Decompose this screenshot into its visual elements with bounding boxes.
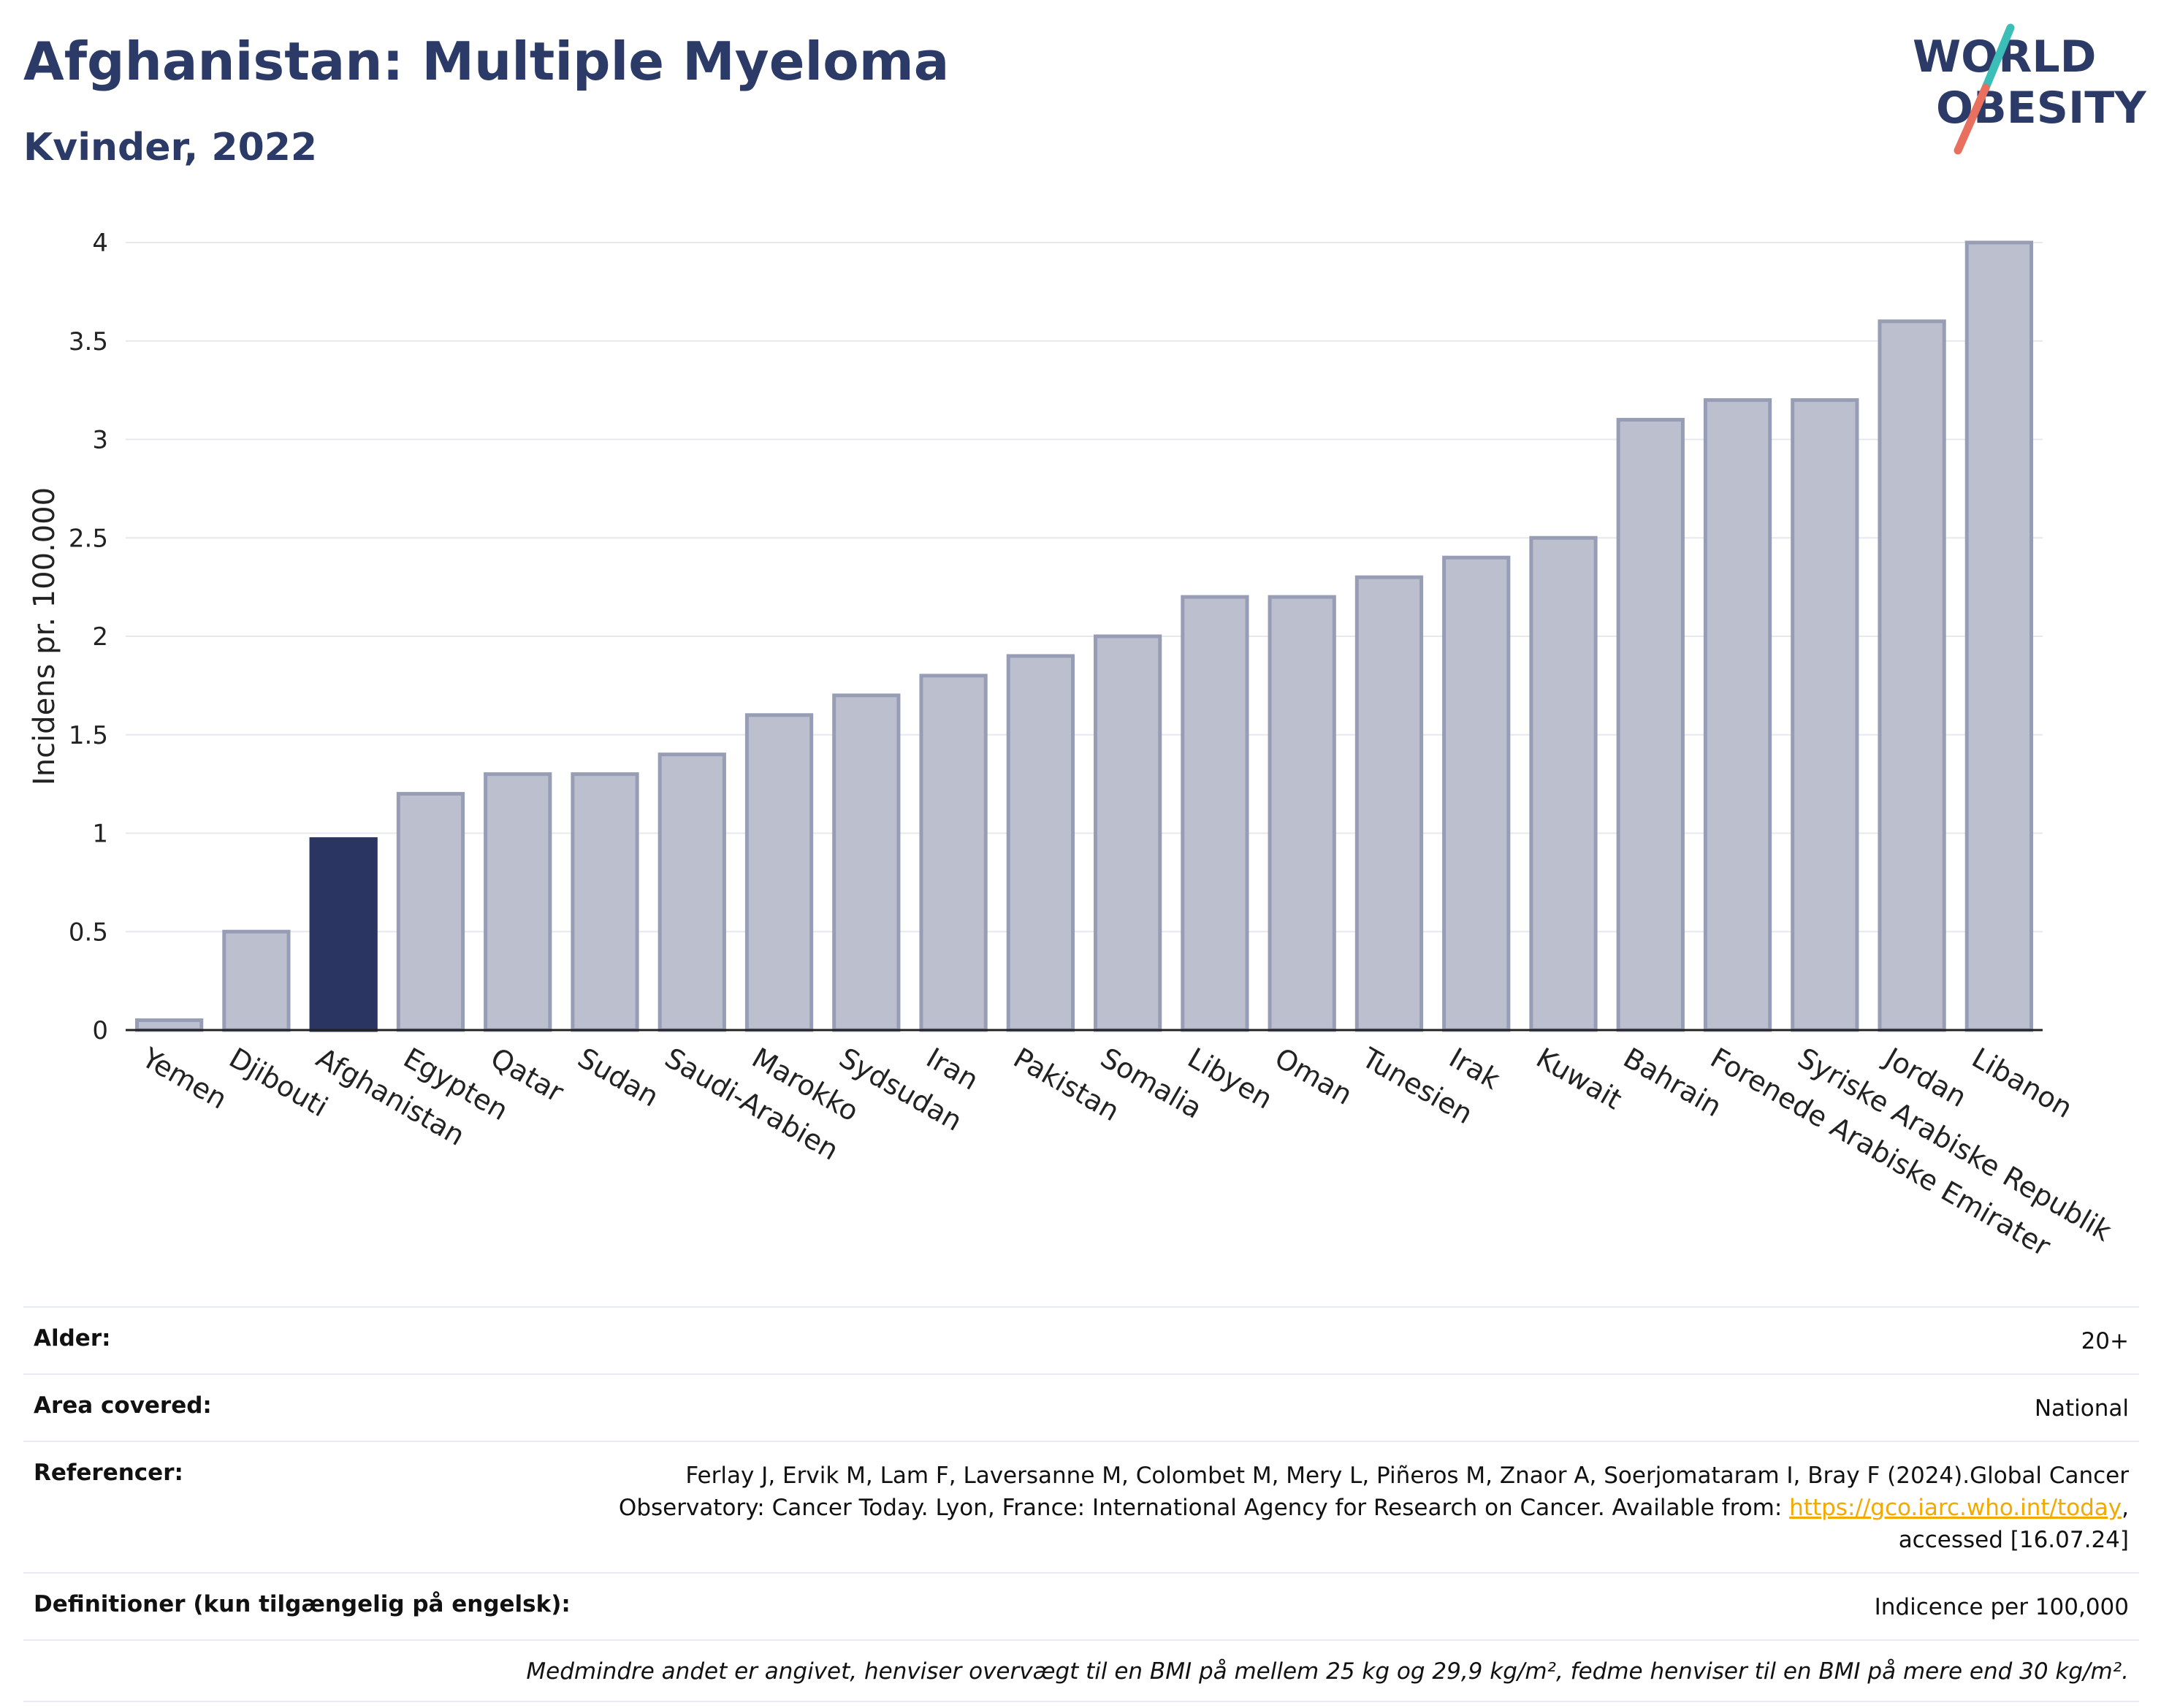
bar-sydsudan [832, 693, 901, 1032]
page-subtitle: Kvinder, 2022 [23, 126, 318, 169]
bar-qatar [484, 772, 552, 1032]
y-tick-label: 3 [92, 426, 108, 455]
info-row-age: Alder: 20+ [23, 1306, 2139, 1373]
bar-sudan [571, 772, 639, 1032]
bar-pakistan [1006, 654, 1075, 1032]
y-axis-label: Incidens pr. 100.000 [28, 487, 61, 785]
references-label: Referencer: [34, 1460, 183, 1486]
bar-bahrain [1616, 418, 1685, 1032]
y-tick-label: 4 [92, 229, 108, 258]
y-tick-label: 0.5 [69, 918, 108, 947]
logo-slash-top [1981, 23, 2015, 92]
bar-oman [1268, 595, 1336, 1032]
references-value: Ferlay J, Ervik M, Lam F, Laversanne M, … [536, 1460, 2129, 1556]
bar-somalia [1094, 634, 1162, 1032]
definitions-value: Indicence per 100,000 [1874, 1594, 2129, 1620]
page-title: Afghanistan: Multiple Myeloma [23, 31, 950, 92]
bmi-note: Medmindre andet er angivet, henviser ove… [526, 1658, 2129, 1685]
info-table: Alder: 20+ Area covered: National Refere… [23, 1306, 2139, 1702]
reference-link[interactable]: https://gco.iarc.who.int/today [1789, 1495, 2122, 1521]
y-tick-label: 3.5 [69, 327, 108, 357]
y-tick-label: 2 [92, 622, 108, 652]
bar-forenede-arabiske-emirater [1703, 398, 1772, 1032]
x-tick-label: Bahrain [1618, 1042, 1727, 1124]
bar-yemen [135, 1018, 204, 1032]
x-tick-label: Kuwait [1531, 1042, 1628, 1116]
bar-kuwait [1529, 535, 1598, 1032]
info-row-references: Referencer: Ferlay J, Ervik M, Lam F, La… [23, 1441, 2139, 1572]
reference-text: Ferlay J, Ervik M, Lam F, Laversanne M, … [618, 1463, 2129, 1521]
y-tick-label: 1 [92, 820, 108, 849]
bar-tunesien [1354, 575, 1424, 1032]
bar-jordan [1878, 319, 1946, 1032]
logo-slash-bottom [1954, 83, 1990, 155]
bar-syriske-arabiske-republik [1791, 398, 1859, 1032]
world-obesity-logo: WORLD OBESITY [1913, 23, 2147, 155]
bar-chart: 0 0.5 1 1.5 2 2.5 3 3.5 4 Incidens pr. 100.000 Yem… [28, 229, 2117, 1262]
y-tick-label: 2.5 [69, 524, 108, 553]
bar-saudi-arabien [658, 752, 726, 1032]
info-row-area: Area covered: National [23, 1373, 2139, 1441]
area-value: National [2034, 1395, 2129, 1422]
bar-marokko [744, 713, 814, 1032]
x-tick-label: Sudan [573, 1042, 665, 1113]
y-tick-label: 1.5 [69, 721, 108, 750]
bar-irak [1442, 555, 1511, 1032]
bar-libyen [1181, 595, 1249, 1032]
x-tick-label: Djibouti [224, 1042, 333, 1124]
area-label: Area covered: [34, 1392, 212, 1419]
reference-accessed: , accessed [16.07.24] [1898, 1495, 2129, 1553]
age-value: 20+ [2081, 1328, 2129, 1354]
x-tick-label: Yemen [136, 1041, 232, 1116]
x-tick-label: Oman [1270, 1042, 1358, 1111]
x-tick-label: Libanon [1967, 1042, 2078, 1124]
bar-iran [919, 674, 988, 1032]
bar-libanon [1964, 240, 2033, 1032]
bar-djibouti [222, 929, 291, 1032]
info-row-note: Medmindre andet er angivet, henviser ove… [23, 1639, 2139, 1702]
bar-egypten [396, 792, 465, 1032]
y-tick-label: 0 [92, 1016, 108, 1045]
bar-afghanistan [309, 837, 378, 1032]
definitions-label: Definitioner (kun tilgængelig på engelsk… [34, 1591, 571, 1617]
age-label: Alder: [34, 1325, 111, 1351]
info-row-definitions: Definitioner (kun tilgængelig på engelsk… [23, 1572, 2139, 1639]
